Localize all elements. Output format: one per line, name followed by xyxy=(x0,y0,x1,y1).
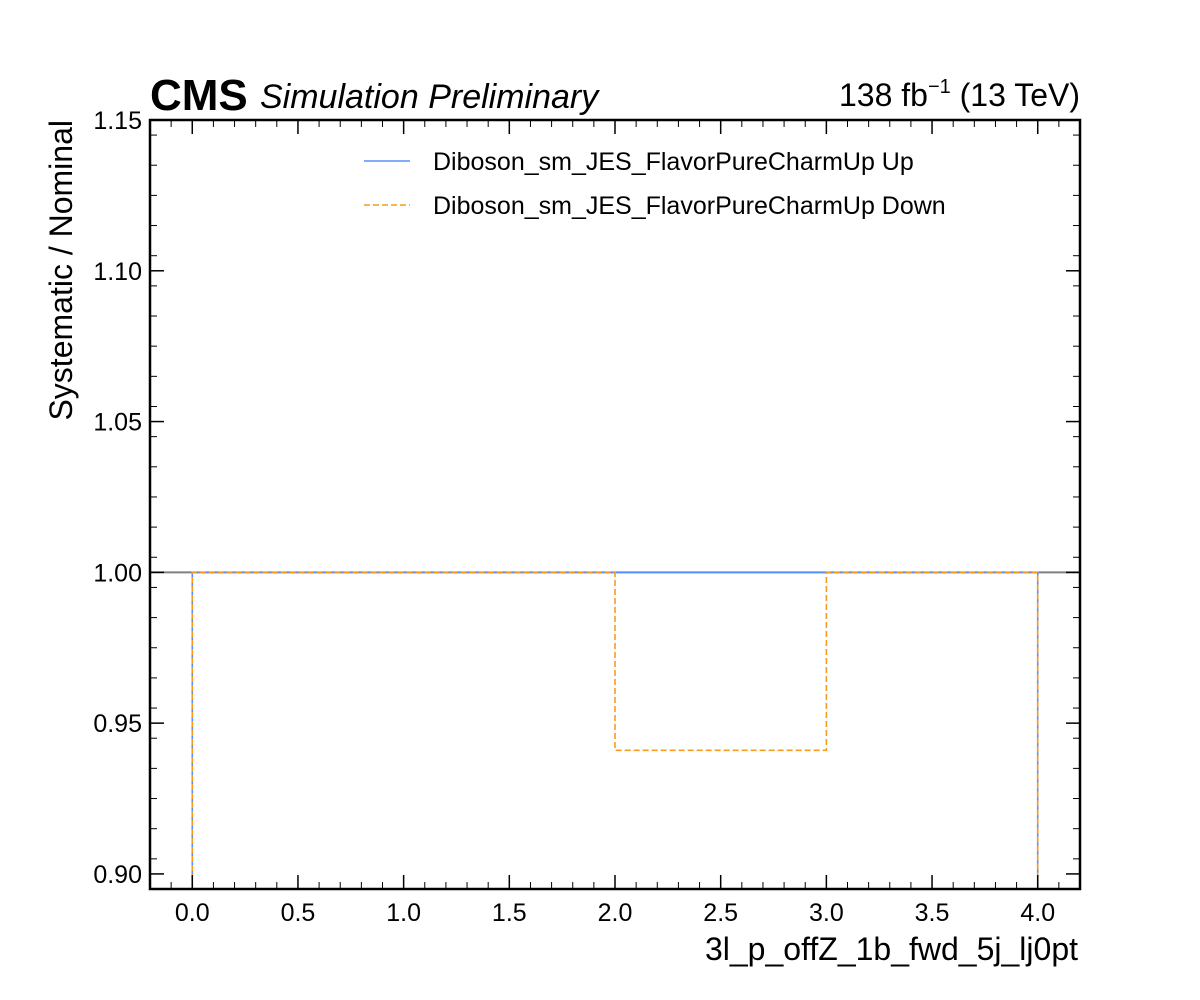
legend-label-up: Diboson_sm_JES_FlavorPureCharmUp Up xyxy=(433,148,914,176)
y-axis-title: Systematic / Nominal xyxy=(43,120,79,421)
lumi-energy: (13 TeV) xyxy=(951,77,1080,113)
tick-label-layer: 0.0 0.5 1.0 1.5 2.0 2.5 3.0 3.5 4.0 0.90 0.95 1.00 1… xyxy=(93,107,1055,927)
y-tick-label: 1.15 xyxy=(93,107,142,135)
series-down-line xyxy=(191,571,1039,889)
lumi-value: 138 fb xyxy=(839,77,928,113)
plot-frame xyxy=(148,118,1082,891)
y-tick-label: 1.05 xyxy=(93,409,142,437)
x-axis-title: 3l_p_offZ_1b_fwd_5j_lj0pt xyxy=(705,931,1078,967)
y-tick-label: 0.90 xyxy=(93,861,142,889)
lumi-label: 138 fb−1 (13 TeV) xyxy=(839,76,1080,113)
experiment-label: CMS xyxy=(150,71,248,120)
y-tick-label: 1.00 xyxy=(93,559,142,587)
x-tick-label: 3.0 xyxy=(809,899,844,927)
tick-layer xyxy=(150,119,1081,890)
lumi-exponent: −1 xyxy=(928,76,951,98)
x-tick-label: 0.5 xyxy=(281,899,316,927)
y-tick-label: 0.95 xyxy=(93,710,142,738)
x-tick-label: 2.5 xyxy=(703,899,738,927)
x-tick-label: 3.5 xyxy=(915,899,950,927)
y-tick-label: 1.10 xyxy=(93,258,142,286)
x-tick-label: 4.0 xyxy=(1020,899,1055,927)
legend-label-down: Diboson_sm_JES_FlavorPureCharmUp Down xyxy=(433,192,946,220)
x-tick-label: 0.0 xyxy=(175,899,210,927)
x-tick-label: 1.0 xyxy=(386,899,421,927)
x-tick-label: 2.0 xyxy=(598,899,633,927)
legend: Diboson_sm_JES_FlavorPureCharmUp Up Dibo… xyxy=(364,148,946,220)
x-tick-label: 1.5 xyxy=(492,899,527,927)
series-layer xyxy=(191,571,1039,889)
status-label: Simulation Preliminary xyxy=(260,78,600,116)
